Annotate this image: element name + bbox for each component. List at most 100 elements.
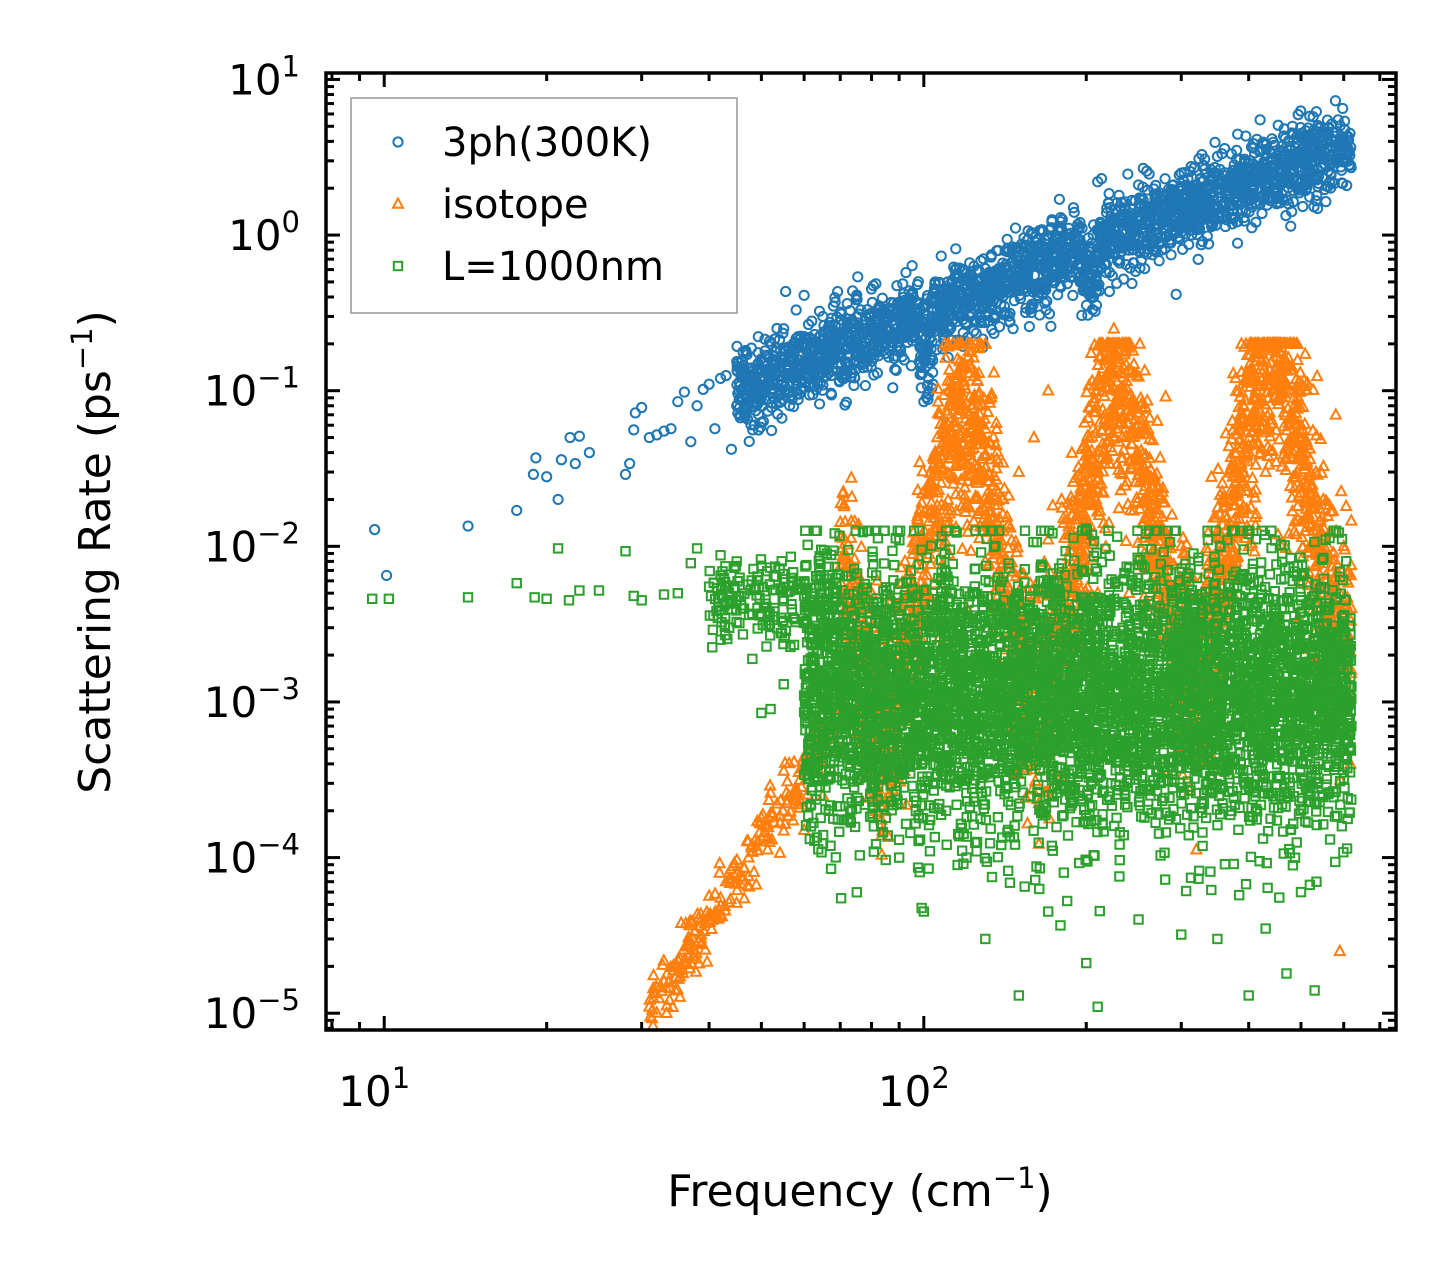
data-point — [950, 243, 962, 255]
plot-area — [367, 95, 1359, 1030]
data-point — [1201, 230, 1213, 242]
data-point — [743, 435, 755, 448]
data-point — [985, 250, 997, 262]
data-point — [1053, 193, 1065, 205]
data-point — [887, 382, 899, 394]
data-point — [798, 289, 810, 301]
data-point — [1345, 162, 1357, 174]
data-point — [1311, 202, 1324, 215]
data-point — [891, 280, 903, 292]
data-point — [813, 398, 826, 410]
data-point — [897, 291, 909, 303]
data-point — [1165, 507, 1179, 520]
data-point — [691, 400, 703, 412]
data-point — [462, 520, 474, 532]
data-point — [1337, 102, 1349, 115]
data-point — [628, 424, 640, 436]
data-point — [1086, 237, 1098, 249]
data-point — [987, 365, 1001, 378]
data-point — [1231, 237, 1244, 249]
data-point — [1238, 215, 1251, 227]
data-point — [1122, 168, 1134, 180]
data-point — [840, 396, 852, 408]
data-point — [527, 468, 540, 480]
data-point — [745, 419, 757, 431]
data-point — [1009, 222, 1022, 234]
data-point — [511, 504, 523, 517]
data-point — [1183, 238, 1195, 251]
data-point — [975, 255, 987, 267]
data-point — [619, 468, 632, 480]
data-point — [900, 266, 912, 279]
data-point — [1261, 199, 1273, 211]
data-point — [624, 458, 636, 470]
data-point — [1272, 431, 1286, 445]
data-point — [1341, 179, 1353, 192]
data-point — [564, 431, 576, 444]
data-point — [906, 260, 918, 272]
data-point — [897, 278, 909, 290]
data-point — [854, 539, 869, 552]
data-point — [1142, 410, 1157, 423]
data-point — [1126, 277, 1138, 290]
data-point — [780, 285, 792, 298]
data-point — [1281, 194, 1293, 206]
data-point — [988, 327, 1000, 340]
data-point — [1067, 202, 1080, 214]
data-point — [530, 452, 542, 464]
data-point — [709, 423, 721, 435]
data-point — [955, 541, 970, 554]
data-point — [1195, 239, 1207, 251]
data-point — [852, 271, 864, 283]
data-point — [369, 524, 381, 536]
data-point — [905, 360, 917, 372]
data-point — [573, 430, 586, 442]
data-point — [970, 327, 982, 339]
data-point — [678, 386, 691, 398]
data-point — [1158, 389, 1173, 402]
data-point — [1339, 498, 1353, 512]
data-point — [1310, 368, 1324, 382]
data-point — [1023, 320, 1035, 333]
data-point — [824, 320, 836, 332]
data-point — [752, 331, 764, 343]
data-point — [1074, 216, 1086, 229]
data-point — [1307, 111, 1319, 123]
data-point — [1119, 533, 1133, 547]
data-point — [859, 379, 871, 392]
data-point — [1103, 188, 1115, 200]
data-point — [1211, 461, 1225, 475]
data-point — [555, 454, 568, 466]
data-point — [1125, 207, 1137, 219]
data-point — [1297, 200, 1309, 213]
data-point — [964, 543, 978, 556]
data-point — [1329, 95, 1342, 107]
data-point — [1159, 173, 1171, 185]
data-point — [790, 304, 802, 316]
data-point — [1143, 168, 1155, 180]
data-point — [1067, 289, 1079, 301]
data-point — [1339, 115, 1351, 127]
data-point — [1298, 346, 1312, 359]
data-point — [725, 443, 738, 455]
data-point — [1203, 238, 1215, 250]
data-point — [935, 250, 947, 262]
data-point — [1287, 196, 1299, 208]
data-point — [993, 321, 1006, 333]
data-point — [931, 394, 945, 407]
data-point — [672, 396, 684, 408]
data-point — [1286, 120, 1299, 132]
data-point — [1138, 363, 1152, 376]
series-3ph-300k- — [369, 95, 1357, 582]
data-point — [772, 408, 784, 420]
data-point — [685, 436, 697, 448]
data-point — [552, 493, 564, 506]
data-point — [1295, 105, 1307, 117]
data-point — [1170, 288, 1182, 300]
data-point — [703, 378, 715, 390]
data-point — [1192, 253, 1204, 265]
data-point — [1065, 445, 1079, 458]
data-point — [1254, 114, 1266, 126]
data-point — [912, 454, 927, 468]
data-point — [1103, 285, 1116, 298]
